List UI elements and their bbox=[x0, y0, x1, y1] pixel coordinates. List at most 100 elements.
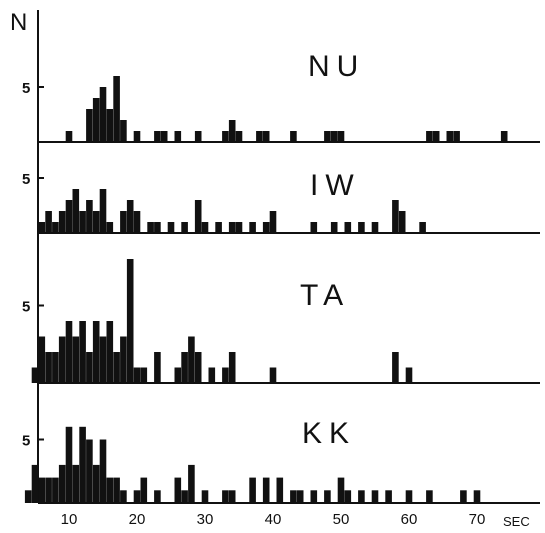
bar bbox=[181, 490, 188, 503]
bar bbox=[215, 222, 222, 233]
bar bbox=[58, 336, 66, 383]
panel-iw: 5 IW bbox=[22, 169, 540, 234]
bar bbox=[120, 120, 127, 142]
bar bbox=[86, 352, 93, 383]
bar bbox=[99, 189, 107, 233]
bar bbox=[113, 352, 120, 383]
bar bbox=[86, 439, 93, 503]
panel-label: TA bbox=[300, 279, 350, 312]
panel-group: 5 NU 5 IW 5 TA 5 KK bbox=[22, 50, 540, 504]
bar bbox=[174, 367, 182, 383]
x-tick-labels: 10 20 30 40 50 60 70 bbox=[61, 511, 486, 528]
bar bbox=[113, 477, 120, 503]
bar bbox=[222, 131, 229, 142]
x-tick-label: 40 bbox=[265, 511, 282, 528]
bar bbox=[58, 211, 66, 233]
bar bbox=[419, 222, 426, 233]
bar bbox=[113, 76, 120, 142]
bar bbox=[99, 87, 107, 142]
bar bbox=[167, 222, 175, 233]
bar bbox=[344, 490, 352, 503]
bar bbox=[453, 131, 460, 142]
bar bbox=[358, 490, 365, 503]
bar bbox=[106, 477, 114, 503]
y-tick-label: 5 bbox=[22, 299, 30, 316]
bar bbox=[296, 490, 304, 503]
bar bbox=[79, 211, 86, 233]
bar bbox=[174, 131, 182, 142]
bar bbox=[38, 222, 46, 233]
bar bbox=[276, 477, 284, 503]
bar bbox=[65, 426, 73, 503]
bar bbox=[181, 222, 188, 233]
panel-ta: 5 TA bbox=[22, 259, 540, 384]
bar bbox=[106, 222, 114, 233]
bar bbox=[337, 131, 345, 142]
bar bbox=[262, 222, 270, 233]
bar bbox=[188, 336, 195, 383]
bar bbox=[79, 426, 86, 503]
bar bbox=[228, 490, 236, 503]
bar bbox=[228, 352, 236, 383]
bar bbox=[72, 464, 80, 503]
bar bbox=[126, 200, 134, 233]
y-axis-label: N bbox=[10, 9, 27, 36]
bar bbox=[160, 131, 168, 142]
y-tick-label: 5 bbox=[22, 80, 30, 97]
bar bbox=[120, 211, 127, 233]
bar bbox=[79, 321, 86, 383]
bar bbox=[222, 367, 229, 383]
bar bbox=[432, 131, 440, 142]
bar bbox=[133, 211, 141, 233]
bar bbox=[371, 490, 379, 503]
bar bbox=[140, 477, 148, 503]
bar bbox=[310, 490, 318, 503]
bar bbox=[358, 222, 365, 233]
bar bbox=[154, 352, 161, 383]
bar bbox=[92, 464, 100, 503]
bar bbox=[194, 131, 202, 142]
bar bbox=[208, 367, 216, 383]
panel-kk: 5 KK bbox=[22, 417, 540, 504]
bar bbox=[92, 211, 100, 233]
x-tick-label: 30 bbox=[197, 511, 214, 528]
bar bbox=[86, 109, 93, 142]
bar bbox=[249, 477, 256, 503]
bar bbox=[72, 189, 80, 233]
bar bbox=[52, 222, 59, 233]
bar bbox=[126, 259, 134, 383]
bar bbox=[385, 490, 392, 503]
bar bbox=[228, 120, 236, 142]
bar bbox=[38, 477, 46, 503]
bar bbox=[133, 367, 141, 383]
bar bbox=[290, 490, 297, 503]
bar bbox=[52, 477, 59, 503]
y-tick-label: 5 bbox=[22, 171, 30, 188]
bar bbox=[228, 222, 236, 233]
x-tick-label: 50 bbox=[333, 511, 350, 528]
bar bbox=[262, 131, 270, 142]
bar bbox=[405, 367, 413, 383]
bar bbox=[269, 367, 277, 383]
bar bbox=[106, 109, 114, 142]
bar bbox=[52, 352, 59, 383]
panel-label: IW bbox=[310, 169, 361, 202]
bar bbox=[31, 367, 39, 383]
bar bbox=[38, 336, 46, 383]
panel-nu: 5 NU bbox=[22, 50, 540, 143]
bar bbox=[92, 98, 100, 142]
bar bbox=[201, 490, 209, 503]
bar bbox=[371, 222, 379, 233]
bar bbox=[446, 131, 454, 142]
y-tick-label: 5 bbox=[22, 433, 30, 450]
bar bbox=[147, 222, 154, 233]
bar bbox=[344, 222, 352, 233]
bar bbox=[92, 321, 100, 383]
bar bbox=[398, 211, 406, 233]
bar bbox=[120, 490, 127, 503]
bar bbox=[181, 352, 188, 383]
bar bbox=[235, 222, 243, 233]
bar bbox=[235, 131, 243, 142]
bar bbox=[256, 131, 263, 142]
